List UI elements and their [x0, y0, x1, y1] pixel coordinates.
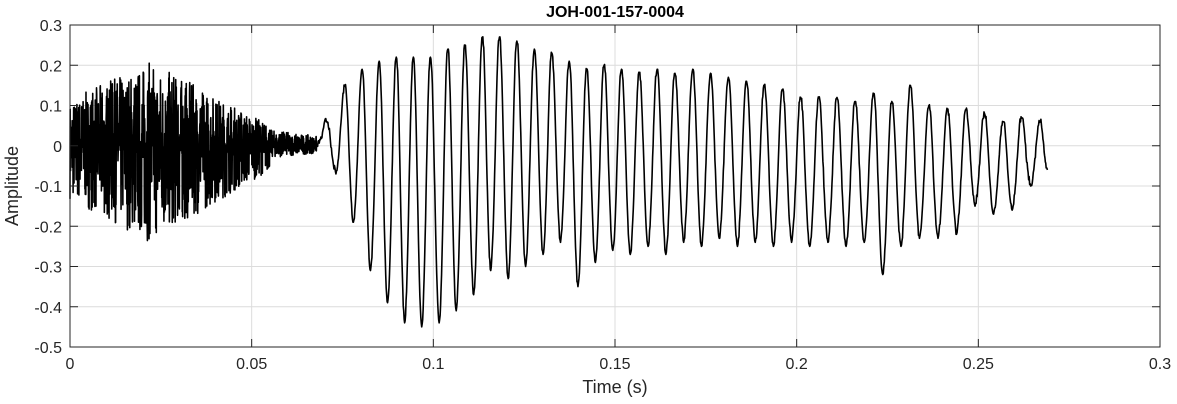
y-tick-label: 0.1 — [40, 99, 62, 116]
x-tick-label: 0.3 — [1149, 356, 1171, 373]
y-tick-label: -0.4 — [34, 300, 62, 317]
chart-title: JOH-001-157-0004 — [546, 4, 684, 21]
y-tick-label: 0.2 — [40, 58, 62, 75]
x-tick-label: 0.15 — [599, 356, 630, 373]
grid — [69, 24, 1161, 348]
y-tick-label: -0.1 — [34, 179, 62, 196]
x-tick-label: 0.25 — [963, 356, 994, 373]
y-axis-label: Amplitude — [2, 146, 22, 226]
x-tick-label: 0.05 — [236, 356, 267, 373]
tick-labels: 0 0.05 0.1 0.15 0.2 0.25 0.3 -0.5 -0.4 -0.3 -0.2 -0… — [34, 18, 1171, 373]
y-tick-label: 0.3 — [40, 18, 62, 35]
series-line — [69, 36, 1049, 328]
x-tick-label: 0.1 — [422, 356, 444, 373]
ticks — [69, 24, 1161, 348]
y-tick-label: 0 — [53, 139, 62, 156]
y-tick-label: -0.3 — [34, 260, 62, 277]
y-tick-label: -0.2 — [34, 219, 62, 236]
y-tick-label: -0.5 — [34, 340, 62, 357]
plot-area — [69, 36, 1049, 328]
x-axis-label: Time (s) — [582, 377, 647, 397]
x-tick-label: 0 — [66, 356, 75, 373]
x-tick-label: 0.2 — [786, 356, 808, 373]
